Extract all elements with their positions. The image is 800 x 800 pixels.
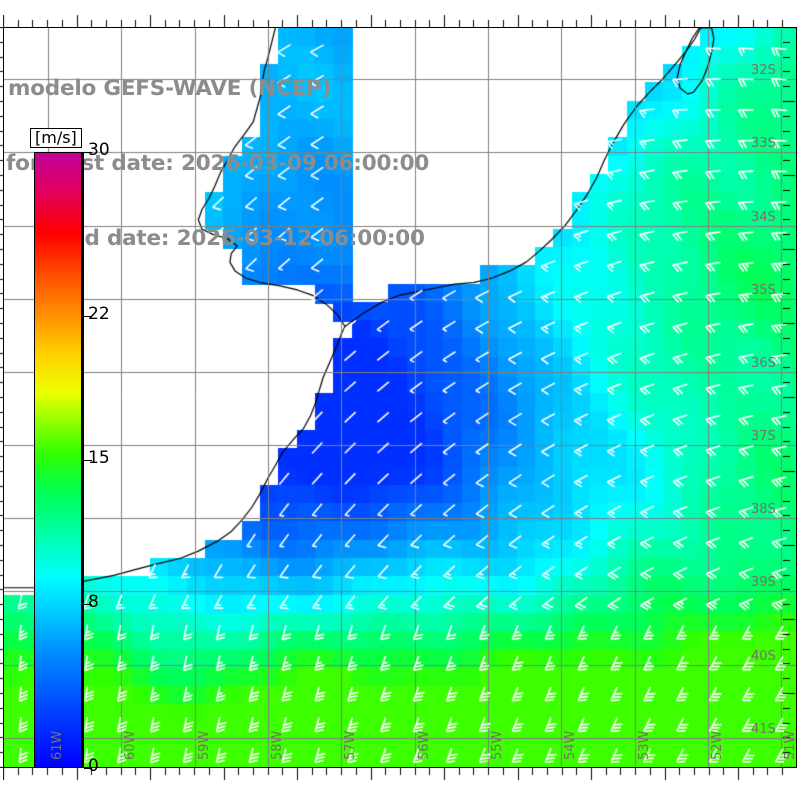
colorbar-tick xyxy=(84,603,92,605)
wind-barb-layer xyxy=(4,28,796,767)
map-plot-area[interactable] xyxy=(3,27,797,768)
right-axis-ticks xyxy=(783,27,797,768)
colorbar-tick-label: 30 xyxy=(88,140,110,160)
colorbar-tick-label: 8 xyxy=(88,591,99,612)
colorbar-tick-label: 0 xyxy=(88,756,99,776)
colorbar-tick xyxy=(84,460,92,461)
colorbar-tick xyxy=(84,316,92,318)
colorbar-tick-label: 15 xyxy=(88,448,110,468)
colorbar-axis xyxy=(82,152,84,768)
colorbar-unit-label: [m/s] xyxy=(30,128,82,148)
bottom-axis-ticks xyxy=(3,768,797,782)
colorbar-tick xyxy=(84,768,92,769)
colorbar-tick-label: 22 xyxy=(88,304,110,325)
colorbar-tick xyxy=(84,152,92,153)
left-axis-ticks xyxy=(0,27,4,768)
top-axis-ticks xyxy=(3,13,797,27)
colorbar-gradient xyxy=(34,152,82,768)
colorbar-legend: [m/s] 30 22 15 8 0 xyxy=(22,128,132,776)
